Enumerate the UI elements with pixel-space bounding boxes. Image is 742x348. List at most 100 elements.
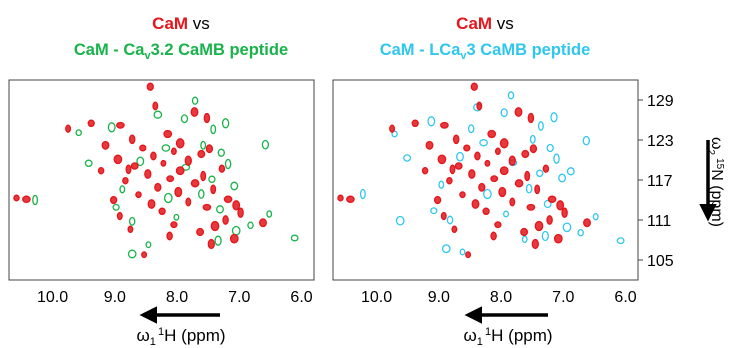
reference-peak [125,164,132,175]
panel-2-xlabel-rest: H (ppm) [491,326,552,345]
complex-peak [32,194,39,206]
panel-1-title-vs: vs [188,14,210,33]
panel-1-x-tick: 7.0 [228,289,250,306]
reference-peak [553,233,563,244]
reference-peak [346,195,355,204]
panel-1-xlabel-rest: H (ppm) [164,326,225,345]
complex-peak [536,169,544,178]
panel-2-plot-frame [332,79,639,281]
complex-peak [403,154,412,162]
complex-peak [541,230,549,242]
complex-peak [136,156,145,167]
panel-1-title-a: CaM - Ca [74,41,145,59]
panel-1-xlabel-sub: 1 [150,336,156,348]
reference-peak [147,199,156,209]
complex-peak [592,212,599,221]
complex-peak [119,185,126,194]
reference-peak [13,194,20,202]
reference-peak [425,140,434,150]
complex-peak [483,188,492,200]
complex-peak [180,114,189,124]
panel-2-xlabel: ω11H (ppm) [463,326,552,348]
complex-peak [537,121,544,131]
reference-peak [494,147,501,156]
panel-1-x-ticks: 10.0 9.0 8.0 7.0 6.0 [37,289,313,306]
complex-peak [290,234,299,242]
reference-peak [116,211,123,221]
panel-1-x-tick: 10.0 [37,289,68,306]
reference-peak [170,221,178,229]
complex-peak [441,244,451,254]
complex-peak [459,248,466,256]
reference-peak [389,124,396,133]
panel-2-title-vs: vs [492,14,514,33]
reference-peak [200,170,207,182]
complex-peak [163,192,173,204]
reference-peak [499,138,509,149]
reference-peak [498,186,507,198]
panel-2-ylabel-sup: 15 [715,158,726,170]
reference-peak [175,138,185,149]
panel-2-x-tick: 10.0 [361,289,392,306]
reference-peak [190,107,199,117]
reference-peak [452,134,460,145]
reference-peak [494,221,502,229]
complex-peak [427,116,436,127]
reference-peak [534,184,541,195]
reference-peak [202,203,212,211]
complex-peak [438,180,445,189]
reference-peak [259,218,267,228]
reference-peak [527,112,535,124]
panel-2-ylabel-rest: N (ppm) [708,169,725,227]
complex-peak [456,151,464,162]
reference-peak [154,182,162,192]
reference-peak [454,162,463,170]
panel-2-x-tick: 7.0 [552,289,574,306]
reference-peak [499,166,509,176]
reference-peak [482,207,490,216]
complex-peak [214,235,222,246]
reference-peak [470,82,478,91]
panel-2-title-line2: CaM - LCav3 CaMB peptide [380,41,591,62]
panel-2-y-tick: 117 [647,173,673,190]
reference-peak [229,233,239,244]
complex-peak [221,118,230,129]
reference-peak [166,175,175,183]
panel-2-title-a: CaM - LCa [380,41,461,59]
complex-peak [616,237,625,245]
reference-peak [122,176,129,185]
reference-peak [237,207,244,218]
reference-peak [463,144,471,152]
reference-peak [514,107,523,117]
reference-peak [561,207,568,218]
complex-peak [553,153,560,164]
reference-peak [440,211,447,221]
reference-peak [174,186,183,198]
complex-peak [208,175,216,184]
reference-peak [185,197,192,207]
reference-peak [478,182,486,192]
complex-peak [566,167,575,176]
reference-peak [170,147,177,156]
reference-peak [446,176,453,185]
reference-peak [87,119,95,128]
complex-peak [247,221,254,230]
reference-peak [529,144,538,154]
complex-peak [84,159,93,168]
complex-peak [127,249,137,259]
complex-peak [446,215,454,225]
panel-1-title-b: 3.2 CaMB peptide [151,41,289,59]
panel-1-x-tick: 6.0 [290,289,312,306]
reference-peak [474,151,481,161]
complex-peak [582,135,590,146]
panel-1-marks [13,82,299,259]
panel-2-xlabel-sub: 1 [477,336,483,348]
reference-peak [449,164,456,175]
complex-peak [521,235,528,244]
complex-peak [198,189,205,199]
panel-2-x-tick: 6.0 [614,289,636,306]
complex-peak [430,207,438,215]
complex-peak [546,143,554,153]
panel-2-xlabel-sup: 1 [485,326,491,338]
